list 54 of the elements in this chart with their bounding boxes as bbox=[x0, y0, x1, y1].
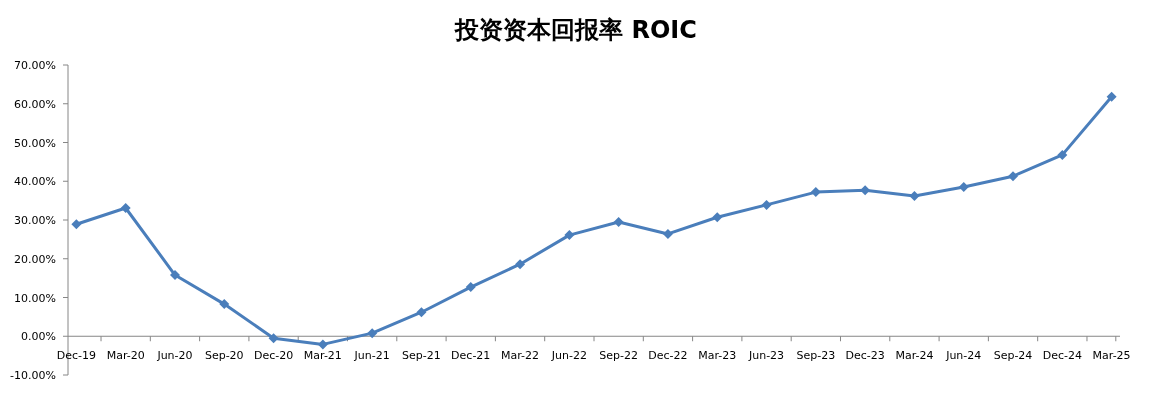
chart-title: 投资资本回报率 ROIC bbox=[454, 16, 697, 44]
point bbox=[1008, 171, 1019, 182]
y-tick-label: 70.00% bbox=[14, 59, 56, 72]
x-tick-label: Mar-22 bbox=[501, 349, 540, 363]
x-tick-label: Sep-23 bbox=[796, 349, 836, 363]
x-tick-label: Jun-22 bbox=[550, 349, 587, 363]
point bbox=[416, 307, 427, 318]
y-tick-label: 10.00% bbox=[14, 291, 56, 305]
y-tick-label: 20.00% bbox=[14, 252, 56, 266]
point bbox=[219, 299, 230, 310]
x-tick-label: Mar-25 bbox=[1092, 349, 1131, 363]
point bbox=[465, 282, 476, 293]
x-tick-label: Mar-24 bbox=[895, 349, 934, 363]
point bbox=[367, 328, 378, 339]
x-tick-label: Dec-21 bbox=[451, 349, 491, 363]
point bbox=[958, 182, 969, 193]
x-tick-label: Dec-22 bbox=[648, 349, 688, 363]
x-tick-label: Jun-23 bbox=[747, 349, 785, 363]
point bbox=[810, 187, 821, 198]
x-tick-label: Sep-24 bbox=[993, 349, 1033, 363]
x-tick-label: Dec-23 bbox=[845, 349, 885, 363]
point bbox=[712, 212, 723, 223]
x-tick-label: Dec-19 bbox=[56, 349, 97, 363]
y-tick-label: 50.00% bbox=[14, 136, 56, 150]
x-tick-label: Jun-24 bbox=[945, 349, 982, 363]
y-tick-label: -10.00% bbox=[10, 369, 56, 382]
x-tick-label: Mar-23 bbox=[698, 349, 737, 363]
y-tick-label: 40.00% bbox=[14, 175, 56, 189]
point bbox=[860, 185, 871, 196]
x-tick-label: Dec-20 bbox=[253, 349, 294, 363]
point bbox=[515, 259, 526, 270]
x-tick-label: Mar-21 bbox=[303, 349, 342, 363]
point bbox=[268, 333, 279, 344]
point bbox=[71, 219, 82, 230]
point bbox=[909, 190, 920, 201]
x-tick-label: Mar-20 bbox=[106, 349, 145, 363]
point bbox=[317, 339, 328, 350]
point bbox=[169, 270, 180, 281]
y-tick-label: 60.00% bbox=[14, 97, 56, 111]
point bbox=[564, 230, 575, 241]
y-tick-label: 30.00% bbox=[14, 214, 56, 227]
x-tick-label: Jun-21 bbox=[353, 349, 390, 363]
x-tick-label: Dec-24 bbox=[1042, 349, 1082, 363]
point bbox=[613, 216, 624, 227]
point bbox=[120, 202, 131, 213]
point bbox=[1057, 149, 1068, 160]
x-tick-label: Sep-22 bbox=[599, 349, 638, 363]
point bbox=[662, 228, 673, 239]
point bbox=[761, 199, 772, 210]
x-tick-label: Sep-20 bbox=[204, 349, 244, 363]
point bbox=[1106, 91, 1117, 102]
x-tick-label: Sep-21 bbox=[402, 349, 441, 363]
x-tick-label: Jun-20 bbox=[156, 349, 193, 363]
y-tick-label: 0.00% bbox=[21, 330, 56, 344]
